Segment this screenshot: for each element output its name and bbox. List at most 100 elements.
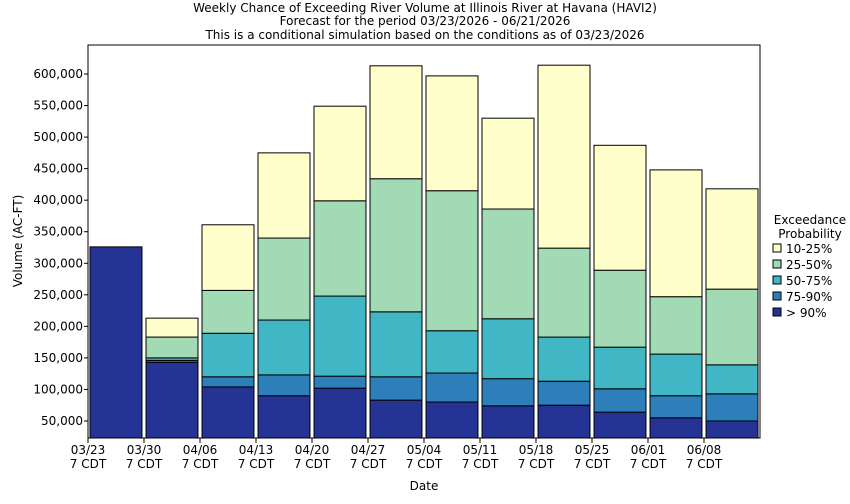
- legend-label: 75-90%: [786, 290, 832, 304]
- bar-segment: [369, 65, 423, 180]
- bar-segment: [313, 375, 367, 389]
- bar-segment: [593, 269, 647, 348]
- bar-segment: [481, 405, 535, 438]
- x-tick-label: 04/20: [295, 443, 330, 457]
- legend-label: 10-25%: [786, 242, 832, 256]
- bar-segment: [257, 374, 311, 397]
- bar-segment: [537, 336, 591, 382]
- x-tick-label: 06/01: [631, 443, 666, 457]
- x-tick-label: 04/06: [183, 443, 218, 457]
- bar-segment: [425, 75, 479, 192]
- x-tick-label: 05/11: [463, 443, 498, 457]
- bar-segment: [593, 411, 647, 438]
- y-tick-label: 550,000: [33, 99, 83, 113]
- y-tick-label: 350,000: [33, 225, 83, 239]
- x-tick-label: 06/08: [687, 443, 722, 457]
- chart-subtitle: This is a conditional simulation based o…: [204, 28, 644, 42]
- legend-label: 50-75%: [786, 274, 832, 288]
- legend-swatch: [772, 259, 782, 269]
- bar-segment: [593, 388, 647, 413]
- bar-segment: [89, 246, 143, 438]
- chart-subtitle: Forecast for the period 03/23/2026 - 06/…: [280, 14, 571, 28]
- x-tick-sublabel: 7 CDT: [406, 457, 443, 471]
- legend-title: Probability: [778, 227, 841, 241]
- y-tick-label: 150,000: [33, 351, 83, 365]
- bar-segment: [593, 346, 647, 390]
- bar-segment: [537, 64, 591, 249]
- legend-swatch: [772, 291, 782, 301]
- bar-segment: [649, 395, 703, 419]
- y-tick-label: 400,000: [33, 193, 83, 207]
- bar-segment: [369, 178, 423, 313]
- bar-segment: [705, 393, 759, 422]
- y-tick-label: 300,000: [33, 256, 83, 270]
- x-tick-sublabel: 7 CDT: [350, 457, 387, 471]
- plot-area: [89, 64, 759, 438]
- x-axis-label: Date: [410, 479, 439, 493]
- bar-segment: [481, 117, 535, 210]
- bar-segment: [425, 372, 479, 403]
- y-tick-label: 200,000: [33, 319, 83, 333]
- y-tick-label: 450,000: [33, 162, 83, 176]
- bar-segment: [481, 208, 535, 320]
- x-tick-sublabel: 7 CDT: [630, 457, 667, 471]
- x-tick-sublabel: 7 CDT: [686, 457, 723, 471]
- bar-segment: [649, 296, 703, 355]
- bar-segment: [369, 311, 423, 378]
- x-tick-sublabel: 7 CDT: [126, 457, 163, 471]
- y-tick-label: 600,000: [33, 67, 83, 81]
- bar-segment: [257, 319, 311, 376]
- bar-segment: [537, 247, 591, 338]
- x-tick-label: 05/04: [407, 443, 442, 457]
- bar-segment: [425, 190, 479, 332]
- bar-segment: [201, 332, 255, 378]
- bar-segment: [705, 188, 759, 290]
- x-tick-sublabel: 7 CDT: [294, 457, 331, 471]
- legend-swatch: [772, 275, 782, 285]
- bar-segment: [705, 364, 759, 395]
- legend-swatch: [772, 243, 782, 253]
- bar-segment: [313, 105, 367, 202]
- bar-segment: [425, 330, 479, 374]
- chart-title: Weekly Chance of Exceeding River Volume …: [193, 1, 657, 15]
- x-tick-label: 05/18: [519, 443, 554, 457]
- bar-segment: [649, 353, 703, 397]
- x-tick-label: 04/27: [351, 443, 386, 457]
- bar-segment: [313, 387, 367, 438]
- y-tick-label: 50,000: [41, 414, 83, 428]
- x-tick-sublabel: 7 CDT: [70, 457, 107, 471]
- bar-segment: [537, 380, 591, 406]
- bar-segment: [313, 200, 367, 297]
- bar-segment: [201, 376, 255, 388]
- legend-swatch: [772, 307, 782, 317]
- bar-segment: [705, 288, 759, 366]
- x-tick-sublabel: 7 CDT: [182, 457, 219, 471]
- y-axis-label: Volume (AC-FT): [11, 195, 25, 288]
- legend-label: 25-50%: [786, 258, 832, 272]
- y-tick-label: 100,000: [33, 382, 83, 396]
- bar-segment: [201, 386, 255, 438]
- bar-segment: [257, 152, 311, 239]
- bar-segment: [257, 237, 311, 321]
- bar-segment: [369, 399, 423, 438]
- x-tick-label: 03/30: [127, 443, 162, 457]
- y-tick-label: 250,000: [33, 288, 83, 302]
- bar-segment: [537, 404, 591, 438]
- x-tick-sublabel: 7 CDT: [518, 457, 555, 471]
- x-tick-label: 05/25: [575, 443, 610, 457]
- x-tick-sublabel: 7 CDT: [462, 457, 499, 471]
- y-tick-label: 500,000: [33, 130, 83, 144]
- x-tick-sublabel: 7 CDT: [238, 457, 275, 471]
- bar-segment: [145, 361, 199, 438]
- bar-segment: [593, 144, 647, 271]
- bar-segment: [201, 289, 255, 334]
- x-tick-sublabel: 7 CDT: [574, 457, 611, 471]
- legend-label: > 90%: [786, 306, 827, 320]
- x-tick-label: 04/13: [239, 443, 274, 457]
- bar-segment: [145, 317, 199, 338]
- bar-segment: [369, 376, 423, 401]
- bar-segment: [145, 336, 199, 359]
- bar-segment: [481, 378, 535, 407]
- x-tick-label: 03/23: [71, 443, 106, 457]
